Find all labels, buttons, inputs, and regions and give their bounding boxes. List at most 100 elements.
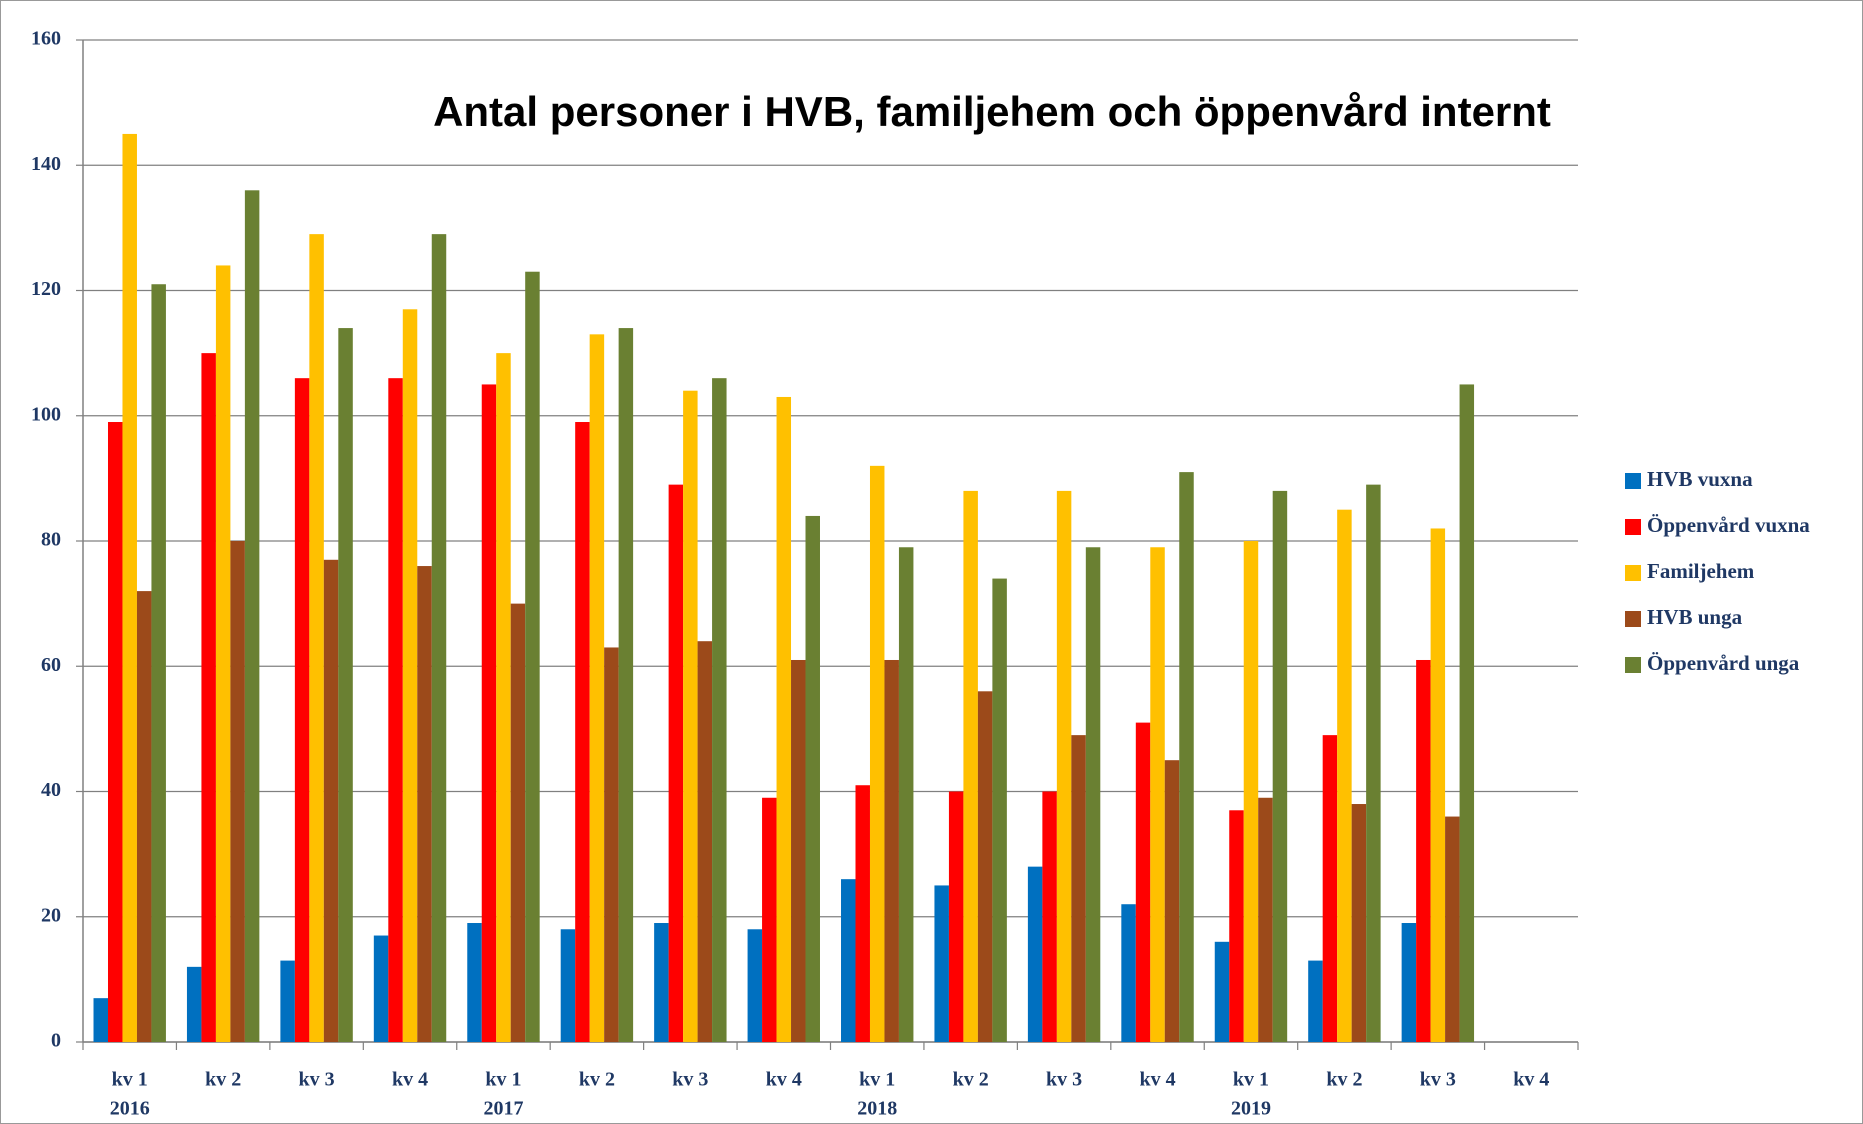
legend-swatch [1625,473,1641,489]
bar [107,422,123,1042]
bar [668,484,684,1042]
y-tick-label: 100 [31,403,61,425]
bar [280,960,295,1042]
bar [805,515,820,1042]
bar [1121,904,1136,1042]
bar [402,309,418,1043]
x-tick-label: kv 4 [392,1069,428,1091]
bar [215,265,231,1042]
bar [855,785,870,1042]
bar [618,328,634,1042]
bar [496,353,511,1042]
x-year-label: 2017 [483,1098,523,1120]
x-tick-label: kv 1 [1233,1069,1269,1091]
bar [525,271,540,1042]
x-tick-label: kv 4 [1513,1069,1549,1091]
bar [373,935,389,1042]
bar [963,490,978,1042]
bar [712,378,727,1042]
bar [1272,490,1288,1042]
bar [1056,490,1072,1042]
bar [977,691,993,1042]
bar [1150,547,1165,1042]
bar [683,390,698,1042]
x-tick-label: kv 4 [1139,1069,1175,1091]
x-tick-label: kv 1 [859,1069,895,1091]
legend-swatch [1625,611,1641,627]
y-tick-label: 60 [41,654,61,676]
bar [151,284,166,1042]
x-year-label: 2019 [1231,1098,1271,1120]
bar [1229,810,1244,1042]
x-year-label: 2016 [110,1098,150,1120]
bar [323,559,339,1042]
bar [934,885,949,1042]
x-tick-label: kv 3 [672,1069,708,1091]
legend-label: Öppenvård vuxna [1647,513,1810,537]
bar [1416,659,1431,1042]
bar [589,334,605,1042]
legend-label: HVB vuxna [1647,467,1753,491]
bar [604,647,619,1042]
x-year-label: 2018 [857,1098,897,1120]
x-tick-label: kv 2 [953,1069,989,1091]
bar [186,966,202,1042]
y-tick-label: 40 [41,779,61,801]
bar [122,133,137,1042]
x-tick-label: kv 4 [766,1069,802,1091]
chart-title: Antal personer i HVB, familjehem och öpp… [433,88,1551,135]
bar [431,234,447,1042]
bar [1179,472,1194,1042]
y-tick-label: 140 [31,153,61,175]
bar [244,190,260,1043]
bar [1042,791,1057,1042]
bar [776,396,792,1042]
y-tick-label: 80 [41,529,61,551]
bar [575,422,590,1042]
legend-swatch [1625,657,1641,673]
legend-label: HVB unga [1647,605,1743,629]
x-tick-label: kv 3 [1420,1069,1456,1091]
x-tick-label: kv 2 [205,1069,241,1091]
bar [1430,528,1446,1042]
bar [747,929,763,1042]
bar [309,234,324,1042]
bar [1351,804,1367,1042]
bar [1445,816,1460,1042]
bar [294,378,310,1042]
bar [201,353,216,1042]
x-tick-label: kv 3 [299,1069,335,1091]
bar [388,378,403,1042]
legend-label: Öppenvård unga [1647,651,1800,675]
bar [1337,509,1352,1042]
bar [791,659,806,1042]
legend-label: Familjehem [1647,559,1755,583]
bar [1308,960,1323,1042]
bar [1135,722,1151,1042]
bar [230,541,245,1042]
bar [1027,866,1043,1042]
bar [869,465,885,1043]
bar [898,547,914,1042]
legend-swatch [1625,565,1641,581]
bar [1085,547,1101,1042]
bar [1164,760,1180,1042]
bar [992,578,1007,1042]
x-tick-label: kv 2 [579,1069,615,1091]
bar [1214,941,1230,1042]
x-tick-label: kv 1 [485,1069,521,1091]
bar [841,879,856,1042]
bar [697,641,713,1042]
y-tick-label: 120 [31,278,61,300]
x-tick-label: kv 3 [1046,1069,1082,1091]
y-tick-label: 0 [51,1030,61,1052]
bar [1243,541,1259,1042]
bar [654,923,669,1042]
bar [1258,797,1273,1042]
bar [1459,384,1475,1042]
bar [1366,484,1381,1042]
bar [1401,923,1417,1042]
legend-swatch [1625,519,1641,535]
